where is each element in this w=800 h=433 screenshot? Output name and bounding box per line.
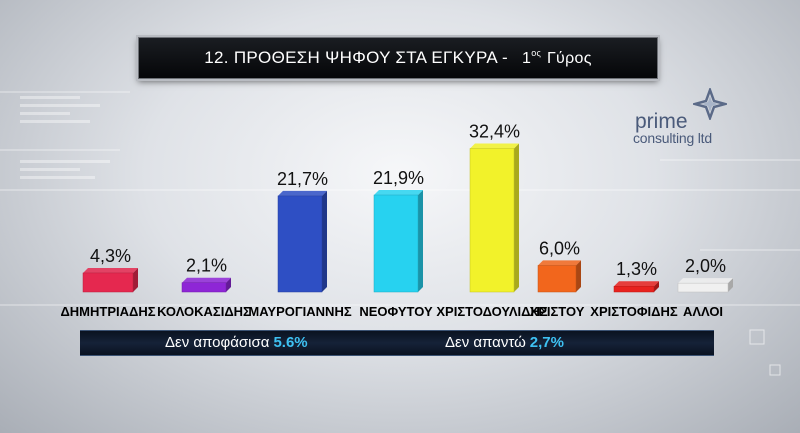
logo-line-1: prime <box>635 110 688 133</box>
bar-front <box>181 282 227 293</box>
bar-top <box>374 190 423 196</box>
footer-bar: Δεν αποφάσισα 5.6% Δεν απαντώ 2,7% <box>80 330 714 356</box>
title-text: 12. ΠΡΟΘΕΣΗ ΨΗΦΟΥ ΣΤΑ ΕΓΚΥΡΑ - <box>204 48 509 67</box>
value-label-5: 6,0% <box>539 238 580 258</box>
no-answer-item: Δεν απαντώ 2,7% <box>445 334 564 351</box>
no-answer-value: 2,7% <box>529 334 564 351</box>
bar-1 <box>181 277 231 293</box>
star-logo-icon <box>693 88 727 120</box>
bar-side <box>418 190 423 292</box>
bar-side <box>576 260 581 292</box>
category-label-5: ΧΡΙΣΤΟΥ <box>530 304 585 319</box>
title-round: 1ος Γύρος <box>522 48 592 68</box>
bar-top <box>470 143 519 149</box>
bar-2 <box>277 190 327 293</box>
bar-side <box>133 267 138 292</box>
bar-front <box>469 148 515 293</box>
bar-front <box>677 282 729 293</box>
category-label-7: ΑΛΛΟΙ <box>683 304 723 319</box>
bar-top <box>678 278 733 284</box>
bar-front <box>613 285 655 293</box>
bar-side <box>728 278 733 292</box>
bar-top <box>83 267 138 273</box>
bar-side <box>654 281 659 292</box>
value-label-1: 2,1% <box>186 256 227 276</box>
undecided-value: 5.6% <box>273 334 308 351</box>
bar-6 <box>613 281 659 293</box>
category-label-2: ΜΑΥΡΟΓΙΑΝΝΗΣ <box>248 304 351 319</box>
undecided-item: Δεν αποφάσισα 5.6% <box>165 334 308 351</box>
bar-5 <box>537 260 581 293</box>
bar-front <box>82 272 134 293</box>
bar-side <box>322 190 327 292</box>
value-label-3: 21,9% <box>373 168 424 188</box>
round-superscript: ος <box>531 48 542 58</box>
value-label-2: 21,7% <box>277 169 328 189</box>
prime-consulting-logo: prime consulting ltd <box>633 88 763 148</box>
category-label-4: ΧΡΙΣΤΟΔΟΥΛΙΔΗΣ <box>436 304 547 319</box>
value-label-4: 32,4% <box>469 122 520 142</box>
round-word: Γύρος <box>546 50 592 67</box>
value-label-7: 2,0% <box>685 256 726 276</box>
bar-7 <box>677 278 733 293</box>
bar-top <box>614 281 659 287</box>
bar-top <box>538 260 581 266</box>
value-label-6: 1,3% <box>616 259 657 279</box>
bar-side <box>226 277 231 292</box>
category-label-1: ΚΟΛΟΚΑΣΙΔΗΣ <box>157 304 251 319</box>
bar-front <box>277 195 323 293</box>
bar-top <box>182 277 231 283</box>
value-label-0: 4,3% <box>90 246 131 266</box>
no-answer-label: Δεν απαντώ <box>445 334 526 351</box>
bar-top <box>278 190 327 196</box>
bar-side <box>514 143 519 292</box>
round-number: 1 <box>522 50 532 67</box>
logo-line-2: consulting ltd <box>633 130 712 146</box>
bar-0 <box>82 267 138 293</box>
category-label-0: ΔΗΜΗΤΡΙΑΔΗΣ <box>60 304 155 319</box>
category-label-6: ΧΡΙΣΤΟΦΙΔΗΣ <box>590 304 678 319</box>
category-label-3: ΝΕΟΦΥΤΟΥ <box>359 304 433 319</box>
chart-title: 12. ΠΡΟΘΕΣΗ ΨΗΦΟΥ ΣΤΑ ΕΓΚΥΡΑ - 1ος Γύρος <box>138 37 658 79</box>
bar-3 <box>373 190 423 293</box>
bar-front <box>373 194 419 293</box>
bar-front <box>537 265 577 293</box>
undecided-label: Δεν αποφάσισα <box>165 334 270 351</box>
bar-4 <box>469 143 519 293</box>
